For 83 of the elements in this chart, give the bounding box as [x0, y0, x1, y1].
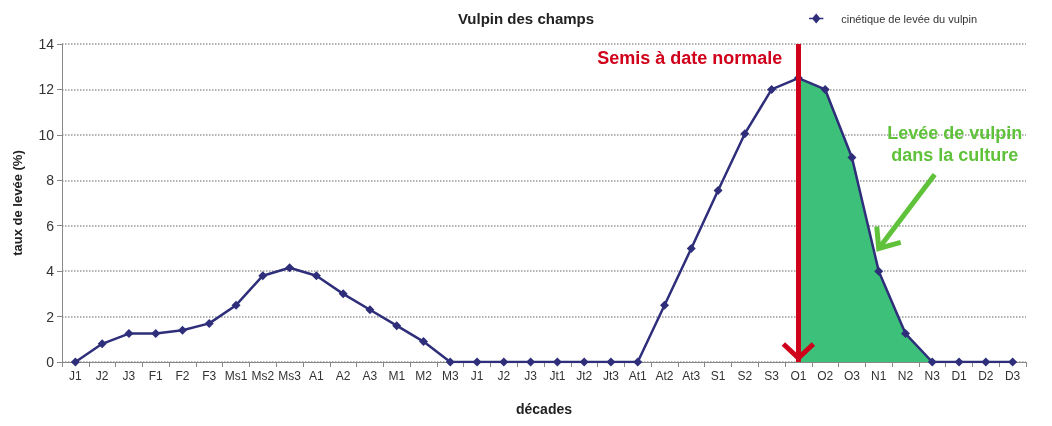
point — [740, 129, 750, 139]
legend-label: cinétique de levée du vulpin — [841, 12, 977, 25]
point — [151, 329, 161, 339]
x-tick-label: D1 — [951, 369, 968, 383]
point — [927, 357, 937, 367]
x-tick-label: At1 — [628, 369, 648, 383]
point — [124, 329, 134, 339]
x-tick-label: S3 — [764, 369, 780, 383]
x-tick-label: N2 — [897, 369, 914, 383]
x-tick-label: J1 — [69, 369, 83, 383]
x-tick-label: S2 — [737, 369, 753, 383]
point — [499, 357, 509, 367]
x-tick-label: J2 — [497, 369, 511, 383]
x-tick-label: J3 — [122, 369, 136, 383]
y-tick-label: 4 — [46, 263, 55, 280]
y-tick-label: 8 — [46, 172, 55, 189]
x-tick-label: O1 — [790, 369, 807, 383]
x-tick-label: Ms3 — [278, 369, 302, 383]
y-tick-label: 2 — [46, 308, 55, 325]
x-tick-label: J2 — [95, 369, 109, 383]
x-tick-label: F2 — [175, 369, 190, 383]
x-tick-label: D2 — [978, 369, 994, 383]
x-tick-label: N3 — [924, 369, 941, 383]
point — [472, 357, 482, 367]
x-tick-label: F1 — [148, 369, 164, 383]
point — [633, 357, 643, 367]
y-axis-title: taux de levée (%) — [10, 150, 25, 256]
point — [258, 271, 268, 281]
y-tick-label: 14 — [38, 36, 55, 52]
point — [660, 300, 669, 310]
point — [1008, 357, 1018, 367]
x-tick-label: Jt1 — [549, 369, 566, 383]
point — [847, 153, 857, 163]
x-tick-label: J1 — [470, 369, 484, 383]
annotation: Levée de vulpin dans la culture — [887, 123, 1023, 166]
chart-title: Vulpin des champs — [457, 10, 595, 27]
x-tick-label: M2 — [415, 369, 433, 383]
x-tick-label: M1 — [388, 369, 406, 383]
x-tick-label: A1 — [309, 369, 325, 383]
point — [901, 329, 910, 339]
point — [392, 321, 402, 331]
ref-line-label: Semis à date normale — [597, 48, 783, 68]
x-tick-label: Jt3 — [602, 369, 620, 383]
point — [97, 339, 107, 349]
point — [285, 263, 295, 273]
x-tick-label: N1 — [871, 369, 887, 383]
x-tick-label: At3 — [682, 369, 701, 383]
x-tick-label: D3 — [1004, 369, 1021, 383]
y-tick-label: 12 — [38, 81, 55, 98]
x-tick-label: J3 — [524, 369, 538, 383]
point — [231, 300, 241, 310]
point — [820, 84, 830, 94]
x-tick-label: At2 — [655, 369, 674, 383]
x-tick-label: A3 — [362, 369, 378, 383]
x-tick-label: F3 — [202, 369, 217, 383]
x-tick-label: O3 — [843, 369, 861, 383]
x-tick-label: S1 — [710, 369, 726, 383]
point — [954, 357, 964, 367]
x-tick-label: Ms2 — [251, 369, 275, 383]
point — [579, 357, 589, 367]
x-tick-label: Ms1 — [224, 369, 248, 383]
point — [311, 271, 321, 281]
x-axis-title: décades — [515, 401, 573, 417]
y-tick-label: 10 — [38, 126, 55, 143]
point — [767, 84, 777, 94]
point — [365, 305, 375, 315]
point — [204, 318, 214, 328]
point — [686, 243, 696, 253]
y-tick-label: 0 — [46, 354, 55, 370]
point — [419, 337, 428, 347]
point — [338, 289, 348, 299]
point — [70, 357, 80, 367]
point — [445, 357, 455, 367]
x-tick-label: M3 — [441, 369, 459, 383]
x-tick-label: O2 — [817, 369, 834, 383]
point — [713, 186, 723, 196]
x-tick-label: A2 — [335, 369, 351, 383]
point — [874, 266, 884, 276]
point — [606, 357, 616, 367]
point — [178, 325, 187, 335]
x-tick-label: Jt2 — [576, 369, 593, 383]
y-tick-label: 6 — [46, 217, 55, 234]
point — [981, 357, 991, 367]
